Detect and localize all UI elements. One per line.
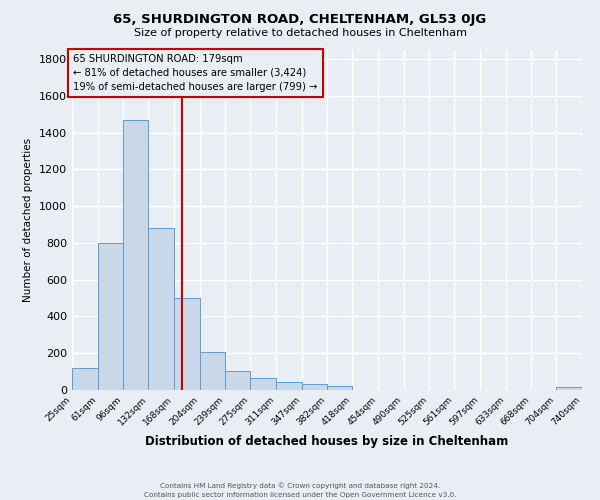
Bar [122,120,148,390]
Bar [224,370,250,390]
Bar [556,387,582,390]
Text: Size of property relative to detached houses in Cheltenham: Size of property relative to detached ho… [133,28,467,38]
Bar [98,243,124,390]
Bar [250,378,276,390]
Bar [302,384,328,390]
Text: 65, SHURDINGTON ROAD, CHELTENHAM, GL53 0JG: 65, SHURDINGTON ROAD, CHELTENHAM, GL53 0… [113,12,487,26]
Y-axis label: Number of detached properties: Number of detached properties [23,138,34,302]
Text: 65 SHURDINGTON ROAD: 179sqm
← 81% of detached houses are smaller (3,424)
19% of : 65 SHURDINGTON ROAD: 179sqm ← 81% of det… [73,54,318,92]
Bar [200,352,226,390]
Text: Contains public sector information licensed under the Open Government Licence v3: Contains public sector information licen… [144,492,456,498]
Bar [72,368,98,390]
Text: Contains HM Land Registry data © Crown copyright and database right 2024.: Contains HM Land Registry data © Crown c… [160,482,440,489]
Bar [276,382,302,390]
Bar [148,228,174,390]
X-axis label: Distribution of detached houses by size in Cheltenham: Distribution of detached houses by size … [145,436,509,448]
Bar [174,298,200,390]
Bar [326,386,352,390]
